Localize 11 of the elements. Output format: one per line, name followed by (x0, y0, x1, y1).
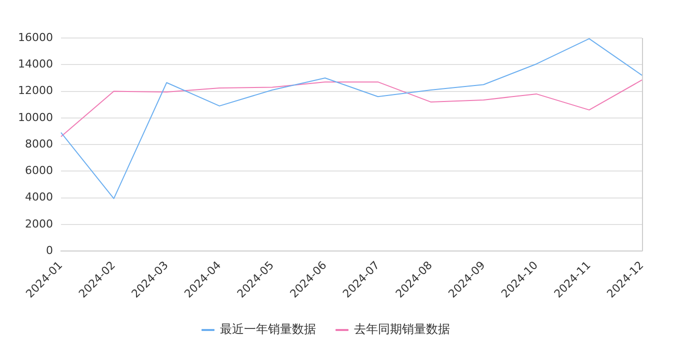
y-tick-label: 2000 (24, 217, 53, 230)
legend-label: 最近一年销量数据 (220, 322, 316, 336)
y-tick-label: 12000 (18, 84, 53, 98)
y-tick-label: 8000 (24, 137, 53, 150)
legend-label: 去年同期销量数据 (354, 322, 450, 336)
y-tick-label: 6000 (24, 164, 53, 178)
y-tick-label: 14000 (18, 58, 53, 71)
y-tick-label: 10000 (18, 110, 53, 124)
y-tick-label: 4000 (24, 190, 53, 204)
y-tick-label: 16000 (18, 30, 53, 44)
y-tick-label: 0 (46, 244, 53, 258)
